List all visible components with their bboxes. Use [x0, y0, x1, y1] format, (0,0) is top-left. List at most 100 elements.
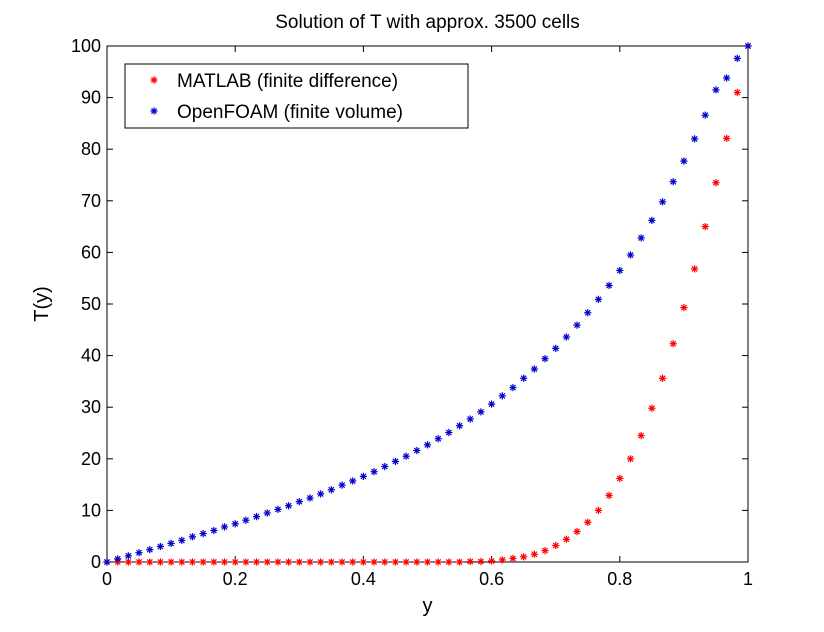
data-point — [263, 509, 271, 517]
data-point — [338, 558, 346, 566]
data-point — [744, 42, 752, 50]
data-point — [199, 558, 207, 566]
data-point — [520, 374, 528, 382]
data-point — [220, 523, 229, 531]
data-point — [103, 558, 111, 566]
data-point — [274, 505, 282, 513]
data-point — [423, 441, 432, 449]
data-point — [466, 415, 474, 423]
data-point — [562, 333, 571, 341]
data-point — [530, 550, 538, 558]
data-point — [691, 265, 699, 273]
data-point — [317, 490, 325, 498]
data-point — [691, 135, 699, 143]
data-point — [530, 365, 538, 373]
data-point — [402, 452, 410, 460]
data-point — [359, 472, 367, 480]
data-point — [178, 536, 186, 544]
legend-marker — [150, 107, 158, 115]
data-point — [680, 157, 688, 165]
data-point — [349, 477, 357, 485]
data-point — [573, 527, 581, 536]
data-point — [584, 309, 592, 317]
data-point — [733, 88, 741, 97]
data-point — [135, 549, 143, 557]
data-point — [680, 304, 688, 312]
legend-label: MATLAB (finite difference) — [177, 71, 398, 92]
data-point — [520, 553, 528, 561]
x-tick-label: 1 — [743, 569, 753, 589]
data-point — [434, 435, 442, 443]
y-tick-label: 70 — [81, 191, 101, 211]
data-point — [178, 558, 186, 566]
data-point — [637, 234, 645, 242]
y-axis-label: T(y) — [31, 286, 53, 322]
data-point — [210, 526, 218, 535]
data-point — [594, 295, 603, 303]
data-point — [498, 556, 506, 564]
data-point — [423, 558, 432, 566]
data-point — [701, 223, 709, 231]
data-point — [242, 558, 250, 566]
data-point — [327, 558, 335, 566]
y-tick-label: 80 — [81, 139, 101, 159]
data-point — [210, 558, 218, 566]
data-point — [381, 558, 389, 566]
y-tick-label: 0 — [91, 552, 101, 572]
y-tick-label: 90 — [81, 88, 101, 108]
data-point — [658, 198, 667, 206]
data-point — [199, 530, 207, 538]
legend: MATLAB (finite difference) OpenFOAM (fini… — [124, 63, 469, 129]
data-point — [284, 502, 293, 510]
data-point — [381, 462, 389, 471]
data-point — [167, 558, 175, 566]
data-point — [263, 558, 271, 566]
data-point — [466, 557, 474, 566]
data-point — [605, 281, 613, 290]
y-tick-label: 10 — [81, 500, 101, 520]
data-point — [306, 558, 314, 566]
data-point — [562, 535, 571, 543]
data-point — [413, 446, 421, 455]
data-point — [274, 558, 282, 566]
data-point — [370, 468, 378, 476]
data-point — [231, 520, 239, 528]
data-point — [455, 422, 464, 430]
data-point — [455, 558, 464, 566]
y-tick-label: 50 — [81, 294, 101, 314]
data-point — [648, 404, 656, 412]
data-point — [594, 506, 603, 514]
data-point — [488, 557, 496, 565]
data-point — [327, 486, 335, 494]
y-tick-label: 20 — [81, 449, 101, 469]
legend-box — [124, 63, 469, 129]
legend-label: OpenFOAM (finite volume) — [177, 102, 403, 123]
data-point — [306, 494, 314, 502]
data-point — [669, 178, 677, 186]
y-tick-label: 60 — [81, 242, 101, 262]
data-point — [477, 408, 485, 416]
data-point — [156, 542, 164, 551]
data-point — [156, 558, 164, 566]
data-point — [114, 555, 122, 563]
data-point — [626, 251, 635, 259]
data-point — [252, 558, 261, 566]
data-point — [370, 558, 378, 566]
data-point — [669, 340, 677, 348]
y-tick-label: 40 — [81, 346, 101, 366]
legend-items: MATLAB (finite difference) OpenFOAM (fini… — [150, 71, 403, 123]
x-axis-label: y — [423, 595, 433, 617]
legend-marker — [150, 76, 158, 84]
data-point — [295, 558, 303, 566]
data-point — [477, 557, 485, 566]
series-markers — [103, 42, 752, 566]
data-point — [434, 558, 442, 566]
data-point — [712, 86, 720, 94]
data-point — [220, 558, 229, 566]
series-1 — [103, 42, 752, 566]
data-point — [146, 546, 154, 554]
data-point — [616, 266, 624, 275]
data-point — [498, 392, 506, 400]
